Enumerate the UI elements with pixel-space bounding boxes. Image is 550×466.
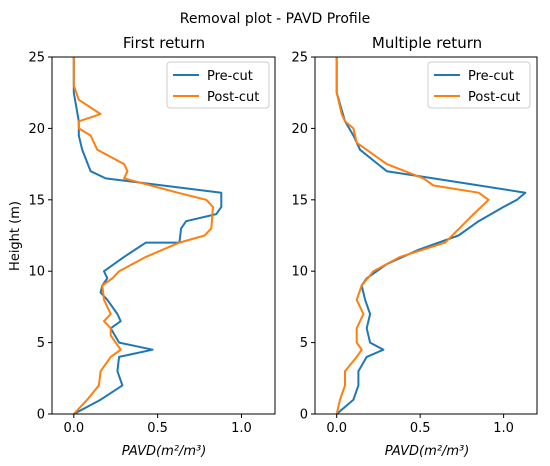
multiple-return-title: Multiple return	[372, 34, 482, 52]
multiple-return-post-cut-line	[335, 57, 490, 415]
first-return-ytick-label: 10	[28, 265, 45, 280]
multiple-return-pre-cut-line	[335, 57, 527, 415]
first-return-legend-pre-cut-label: Pre-cut	[207, 69, 253, 84]
multiple-return-ytick-label: 20	[291, 122, 308, 137]
multiple-return-ytick-label: 5	[300, 336, 308, 351]
multiple-return-ytick-label: 15	[291, 193, 308, 208]
multiple-return-legend: Pre-cut Post-cut	[427, 61, 531, 109]
first-return-ytick-label: 20	[28, 122, 45, 137]
first-return-xtick-label: 0.0	[63, 421, 84, 436]
first-return-post-cut-line	[72, 57, 214, 415]
multiple-return-xlabel: PAVD(m²/m³)	[385, 444, 470, 459]
first-return-ytick-label: 15	[28, 193, 45, 208]
first-return-panel: First return Height (m) PAVD(m²/m³) 0.0 0…	[8, 34, 276, 459]
first-return-xtick-label: 1.0	[231, 421, 252, 436]
first-return-ytick-label: 5	[37, 336, 45, 351]
multiple-return-axes-frame	[314, 56, 538, 415]
first-return-xlabel: PAVD(m²/m³)	[122, 444, 207, 459]
multiple-return-lines	[335, 57, 527, 415]
first-return-axes-frame	[51, 56, 276, 415]
multiple-return-ticks: 0.0 0.5 1.0 0 5 10 15 20 25	[291, 51, 514, 437]
first-return-xtick-label: 0.5	[147, 421, 168, 436]
multiple-return-xtick-label: 0.0	[326, 421, 347, 436]
first-return-title: First return	[123, 34, 205, 52]
figure-title: Removal plot - PAVD Profile	[180, 11, 370, 27]
first-return-legend-post-cut-label: Post-cut	[207, 90, 259, 105]
first-return-ytick-label: 25	[28, 51, 45, 66]
multiple-return-legend-pre-cut-label: Pre-cut	[468, 69, 514, 84]
first-return-pre-cut-line	[72, 57, 223, 415]
multiple-return-ytick-label: 25	[291, 51, 308, 66]
multiple-return-legend-post-cut-label: Post-cut	[468, 90, 520, 105]
multiple-return-ytick-label: 10	[291, 265, 308, 280]
first-return-ticks: 0.0 0.5 1.0 0 5 10 15 20 25	[28, 51, 251, 437]
first-return-ytick-label: 0	[37, 408, 45, 423]
first-return-legend: Pre-cut Post-cut	[166, 61, 270, 109]
multiple-return-panel: Multiple return PAVD(m²/m³) 0.0 0.5 1.0 0 5 1…	[291, 34, 538, 459]
first-return-ylabel: Height (m)	[8, 201, 23, 271]
multiple-return-xtick-label: 1.0	[493, 421, 514, 436]
multiple-return-ytick-label: 0	[300, 408, 308, 423]
multiple-return-xtick-label: 0.5	[410, 421, 431, 436]
first-return-lines	[72, 57, 223, 415]
